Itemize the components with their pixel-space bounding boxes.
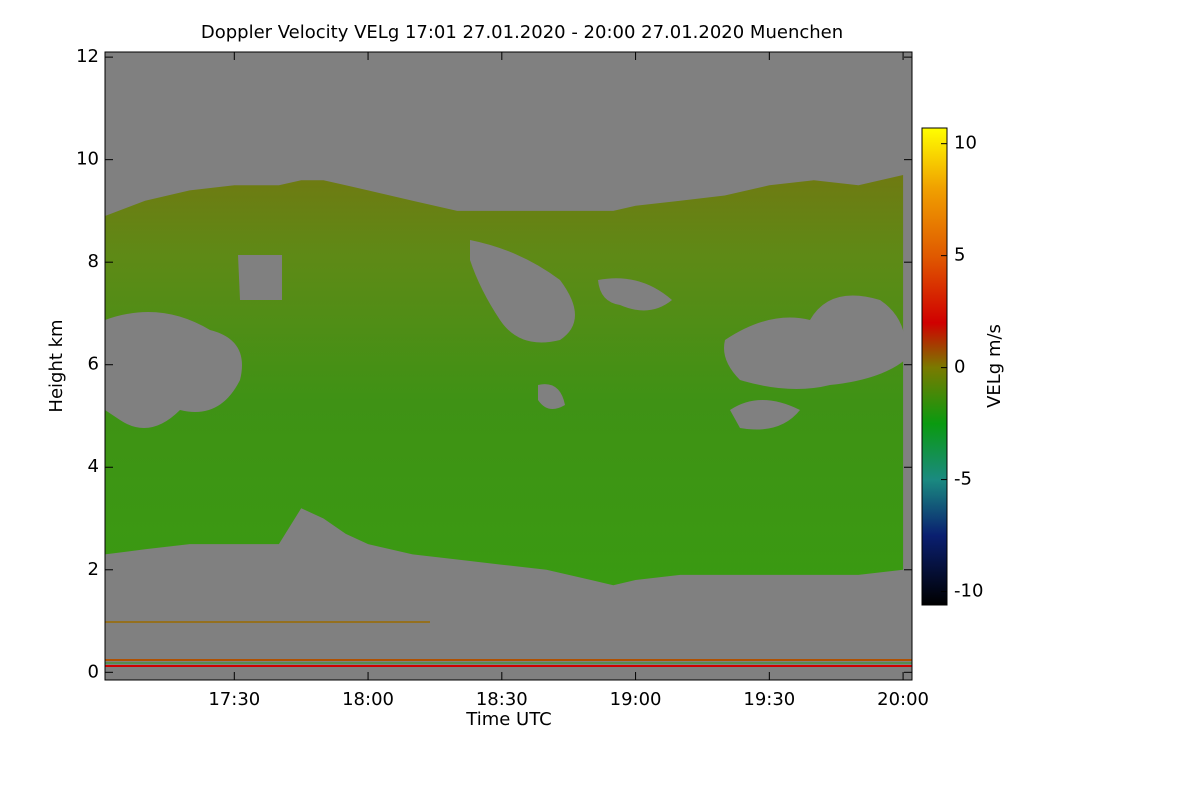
y-tick-label: 2 — [88, 559, 99, 580]
x-tick-label: 20:00 — [877, 689, 929, 710]
y-axis-label: Height km — [46, 319, 67, 412]
x-tick-label: 18:00 — [342, 689, 394, 710]
x-tick-label: 18:30 — [476, 689, 528, 710]
x-tick-label: 19:30 — [743, 689, 795, 710]
y-tick-label: 8 — [88, 251, 99, 272]
ground-clutter — [105, 621, 912, 667]
colorbar-tick-label: 10 — [954, 133, 977, 154]
echo-region — [105, 175, 904, 586]
colorbar-tick-label: -10 — [954, 581, 983, 602]
chart-title: Doppler Velocity VELg 17:01 27.01.2020 -… — [201, 22, 843, 43]
clear-air-gaps — [105, 240, 906, 430]
colorbar-tick-label: 5 — [954, 245, 965, 266]
plot-frame — [104, 51, 913, 681]
colorbar — [921, 127, 948, 606]
y-tick-label: 0 — [88, 661, 99, 682]
y-tick-label: 4 — [88, 456, 99, 477]
x-tick-label: 19:00 — [610, 689, 662, 710]
y-tick-label: 10 — [76, 149, 99, 170]
x-tick-label: 17:30 — [208, 689, 260, 710]
colorbar-tick-label: -5 — [954, 469, 972, 490]
colorbar-label: VELg m/s — [984, 324, 1005, 408]
colorbar-tick-label: 0 — [954, 357, 965, 378]
y-tick-label: 12 — [76, 46, 99, 67]
y-tick-label: 6 — [88, 354, 99, 375]
x-axis-label: Time UTC — [465, 709, 551, 730]
